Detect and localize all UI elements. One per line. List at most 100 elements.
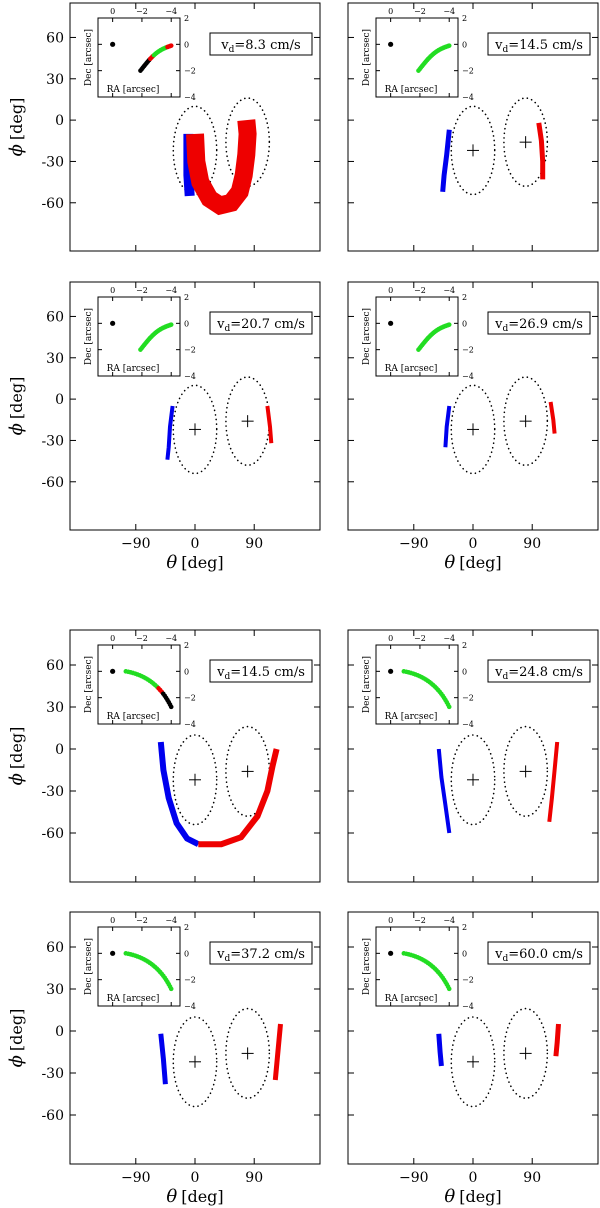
x-tick-label: 90 xyxy=(245,1170,263,1186)
inset-dec-label: Dec [arcsec] xyxy=(84,656,94,713)
blue-track xyxy=(443,405,452,448)
phi-symbol: ϕ xyxy=(6,144,27,156)
inset-x-tick-label: 0 xyxy=(110,634,115,643)
phi-symbol: ϕ xyxy=(6,1055,27,1067)
inset-dec-label: Dec [arcsec] xyxy=(84,938,94,995)
inset-y-tick-label: −4 xyxy=(462,1002,474,1011)
dotted-ellipse xyxy=(172,105,218,196)
inset-y-tick-label: −2 xyxy=(184,976,196,985)
vd-symbol: v xyxy=(494,665,503,680)
inset-y-tick-label: 2 xyxy=(184,14,189,23)
y-tick-label: 0 xyxy=(55,392,64,408)
inset-y-tick-label: 0 xyxy=(184,949,189,958)
inset-y-tick-label: 2 xyxy=(462,293,467,302)
y-tick-label: -30 xyxy=(41,154,64,170)
inset: 0 −2 −4 2 0 −2 −4 RA [arcsec] Dec [arcsec] xyxy=(84,916,196,1011)
inset-y-tick-label: 2 xyxy=(184,641,189,650)
y-tick-label: -60 xyxy=(41,826,64,842)
vd-subscript: d xyxy=(224,672,230,682)
x-unit: [deg] xyxy=(181,553,223,572)
inset-x-tick-label: −2 xyxy=(414,634,426,643)
inset-x-tick-label: 0 xyxy=(388,634,393,643)
red-track xyxy=(272,1023,283,1081)
inset-x-tick-label: −2 xyxy=(136,286,148,295)
inset-y-tick-label: 2 xyxy=(462,923,467,932)
vd-subscript: d xyxy=(502,954,508,964)
y-tick-label: -30 xyxy=(41,784,64,800)
theta-symbol: θ xyxy=(166,1186,177,1207)
x-tick-label: 0 xyxy=(191,1170,200,1186)
x-unit: [deg] xyxy=(459,1187,501,1206)
inset-dec-label: Dec [arcsec] xyxy=(362,29,372,86)
y-unit: [deg] xyxy=(7,98,26,140)
vd-label: vd=8.3 cm/s xyxy=(220,38,300,55)
inset-y-tick-label: 0 xyxy=(462,949,467,958)
inset-ra-label: RA [arcsec] xyxy=(107,85,160,95)
inset-y-tick-label: −2 xyxy=(184,67,196,76)
inset-dec-label: Dec [arcsec] xyxy=(362,308,372,365)
vd-symbol: v xyxy=(216,665,225,680)
dotted-ellipse xyxy=(172,384,218,475)
red-track xyxy=(265,405,274,444)
panel-e: 60 30 0 -30 -60 ϕ [deg] vd=14.5 cm/s 0 −2 −4 2 0 −2 −4… xyxy=(6,629,321,883)
inset-dec-label: Dec [arcsec] xyxy=(84,308,94,365)
y-tick-label: -60 xyxy=(41,475,64,491)
dotted-ellipse xyxy=(172,734,218,826)
x-axis-label: θ [deg] xyxy=(444,552,501,573)
y-tick-label: 30 xyxy=(46,700,64,716)
panel-b: vd=14.5 cm/s 0 −2 −4 2 0 −2 −4 RA [arcsec] Dec [a… xyxy=(347,2,599,252)
dotted-ellipse xyxy=(450,105,496,196)
track-dot xyxy=(168,704,174,710)
inset-y-tick-label: 0 xyxy=(462,40,467,49)
vd-symbol: v xyxy=(216,947,225,962)
vd-label: vd=37.2 cm/s xyxy=(216,947,305,964)
y-tick-label: -60 xyxy=(41,1108,64,1124)
inset: 0 −2 −4 2 0 −2 −4 RA [arcsec] Dec [arcsec] xyxy=(362,634,474,729)
inset-frame xyxy=(375,296,459,377)
vd-symbol: v xyxy=(494,947,503,962)
vd-label-box xyxy=(487,32,591,56)
dotted-ellipse xyxy=(225,1007,271,1100)
inset-ra-label: RA [arcsec] xyxy=(385,712,438,722)
blue-track xyxy=(165,405,175,460)
track-dot xyxy=(168,986,174,992)
vd-value: =14.5 cm/s xyxy=(508,38,583,53)
source-dot xyxy=(388,668,394,674)
x-tick-label: −90 xyxy=(399,536,429,552)
vd-label-box xyxy=(209,659,313,683)
dotted-ellipse xyxy=(225,97,271,188)
y-tick-label: -60 xyxy=(41,196,64,212)
inset-ra-label: RA [arcsec] xyxy=(385,994,438,1004)
inset-x-tick-label: −4 xyxy=(165,634,177,643)
inset-y-tick-label: 2 xyxy=(462,14,467,23)
y-tick-label: 60 xyxy=(46,940,64,956)
inset-x-tick-label: 0 xyxy=(110,7,115,16)
inset-x-tick-label: −4 xyxy=(443,916,455,925)
inset-ra-label: RA [arcsec] xyxy=(385,364,438,374)
theta-symbol: θ xyxy=(444,1186,455,1207)
dotted-ellipse xyxy=(503,1007,549,1100)
inset-x-tick-label: −2 xyxy=(414,286,426,295)
y-tick-label: -30 xyxy=(41,1066,64,1082)
inset: 0 −2 −4 2 0 −2 −4 RA [arcsec] Dec [arcsec] xyxy=(84,286,196,381)
x-tick-label: −90 xyxy=(121,536,151,552)
inset-dec-label: Dec [arcsec] xyxy=(84,29,94,86)
blue-track xyxy=(436,748,452,834)
track-dot xyxy=(446,43,452,48)
y-tick-label: 0 xyxy=(55,113,64,129)
inset-x-tick-label: 0 xyxy=(388,7,393,16)
vd-label-box xyxy=(487,941,591,965)
panel-f: vd=24.8 cm/s 0 −2 −4 2 0 −2 −4 RA [arcsec] Dec [a… xyxy=(347,629,599,883)
vd-value: =8.3 cm/s xyxy=(234,38,300,53)
inset: 0 −2 −4 2 0 −2 −4 RA [arcsec] Dec [arcsec] xyxy=(84,7,196,102)
inset-x-tick-label: −4 xyxy=(443,634,455,643)
inset-y-tick-label: −4 xyxy=(462,372,474,381)
inset-y-tick-label: −2 xyxy=(184,694,196,703)
inset-x-tick-label: −4 xyxy=(165,286,177,295)
inset-frame xyxy=(375,17,459,98)
inset-frame xyxy=(97,644,181,725)
y-tick-label: 60 xyxy=(46,658,64,674)
inset-y-tick-label: −2 xyxy=(462,67,474,76)
y-unit: [deg] xyxy=(7,727,26,769)
